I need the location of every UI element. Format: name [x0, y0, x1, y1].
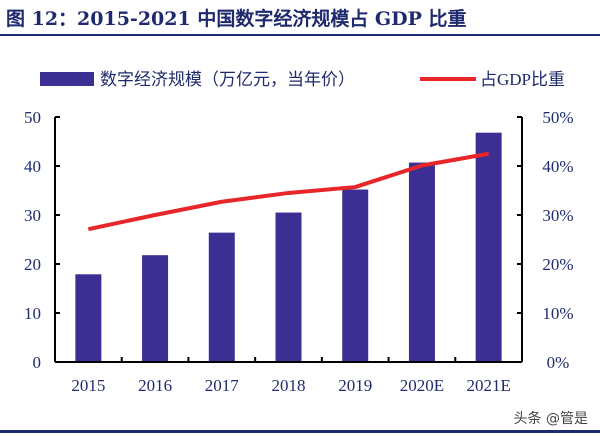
y-tick-label: 10 — [24, 304, 41, 323]
watermark: 头条 @管是 — [513, 411, 588, 427]
y2-tick-label: 40% — [542, 157, 573, 176]
title-divider — [0, 34, 600, 36]
x-tick-label: 2016 — [138, 376, 172, 395]
figure-title: 图 12：2015-2021 中国数字经济规模占 GDP 比重 — [6, 8, 467, 30]
bar — [275, 212, 302, 362]
y-tick-label: 20 — [24, 255, 41, 274]
x-tick-label: 2019 — [338, 376, 372, 395]
legend-bar-swatch — [40, 72, 94, 86]
y-tick-label: 50 — [24, 108, 41, 127]
bar — [142, 255, 169, 362]
bar — [75, 274, 102, 362]
legend-bar-label: 数字经济规模（万亿元，当年价） — [100, 70, 355, 89]
y2-tick-label: 20% — [542, 255, 573, 274]
bottom-divider — [0, 430, 600, 433]
y2-tick-label: 50% — [542, 108, 573, 127]
y2-tick-label: 0% — [547, 353, 570, 372]
bar — [408, 162, 435, 362]
y2-tick-label: 10% — [542, 304, 573, 323]
x-tick-label: 2017 — [205, 376, 240, 395]
y2-tick-label: 30% — [542, 206, 573, 225]
x-tick-label: 2018 — [272, 376, 306, 395]
legend-line-label: 占GDP比重 — [480, 70, 565, 89]
chart: 数字经济规模（万亿元，当年价） 占GDP比重 0 10 20 30 40 50 0% 10% 20%… — [24, 70, 574, 395]
bar — [475, 132, 502, 362]
y-tick-label: 30 — [24, 206, 41, 225]
y-tick-label: 0 — [33, 353, 42, 372]
bar — [208, 232, 235, 362]
bar — [342, 189, 369, 362]
y-tick-label: 40 — [24, 157, 41, 176]
x-tick-label: 2020E — [400, 376, 444, 395]
x-tick-label: 2021E — [466, 376, 510, 395]
x-tick-label: 2015 — [71, 376, 105, 395]
